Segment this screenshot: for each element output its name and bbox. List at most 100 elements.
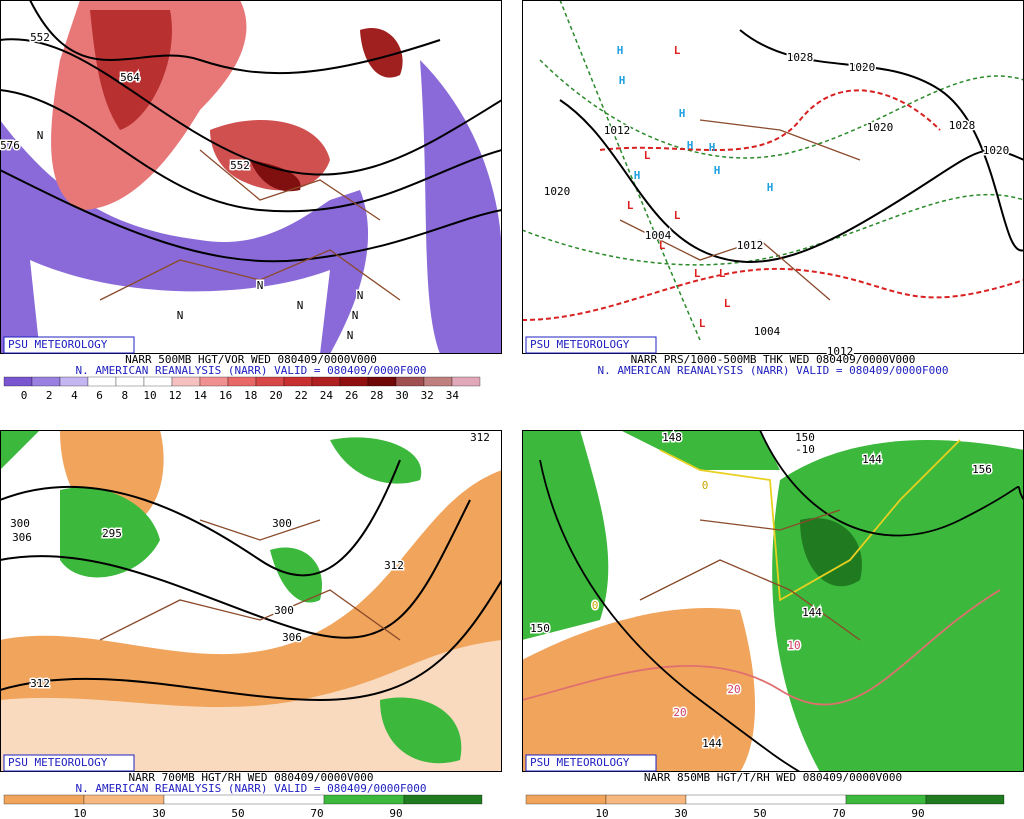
colorbar-segment (283, 376, 313, 387)
colorbar-label: 0 (21, 389, 28, 402)
colorbar-label: 20 (269, 389, 282, 402)
map-500mb (0, 0, 502, 354)
contour-label: 552 (30, 31, 50, 44)
contour-label: 576 (0, 139, 20, 152)
colorbar-label: 50 (753, 807, 766, 819)
credit: PSU METEOROLOGY (8, 756, 108, 769)
contour-label: 144 (702, 737, 722, 750)
colorbar-label: 32 (421, 389, 434, 402)
credit: PSU METEOROLOGY (530, 338, 630, 351)
contour-label: 144 (802, 606, 822, 619)
colorbar-label: 30 (674, 807, 687, 819)
pressure-center: L (659, 239, 666, 252)
pressure-center: H (714, 164, 721, 177)
colorbar-segment (323, 794, 405, 805)
colorbar-segment (59, 376, 89, 387)
panel-title: NARR 500MB HGT/VOR WED 080409/0000V000 (125, 353, 377, 366)
colorbar-label: 50 (231, 807, 244, 819)
contour-label: 20 (673, 706, 686, 719)
contour-label: N (37, 129, 44, 142)
contour-label: 295 (102, 527, 122, 540)
colorbar-label: 10 (73, 807, 86, 819)
contour-label: 300 (272, 517, 292, 530)
contour-label: N (257, 279, 264, 292)
contour-label: -10 (795, 443, 815, 456)
credit: PSU METEOROLOGY (8, 338, 108, 351)
panel-subtitle: N. AMERICAN REANALYSIS (NARR) VALID = 08… (598, 364, 949, 377)
pressure-center: H (619, 74, 626, 87)
pressure-center: L (719, 267, 726, 280)
contour-label: 312 (470, 431, 490, 444)
colorbar-segment (451, 376, 481, 387)
contour-label: 150 (795, 431, 815, 444)
colorbar-label: 34 (446, 389, 460, 402)
colorbar-label: 2 (46, 389, 53, 402)
colorbar-segment (115, 376, 145, 387)
contour-label: 552 (230, 159, 250, 172)
colorbar-segment (3, 794, 85, 805)
colorbar-segment (171, 376, 201, 387)
contour-label: 156 (972, 463, 992, 476)
contour-label: 1012 (737, 239, 764, 252)
map-700mb (0, 430, 502, 772)
colorbar-segment (311, 376, 341, 387)
pressure-center: H (767, 181, 774, 194)
colorbar-label: 26 (345, 389, 358, 402)
contour-label: 1004 (754, 325, 781, 338)
pressure-center: H (679, 107, 686, 120)
colorbar-segment (845, 794, 927, 805)
colorbar-label: 6 (96, 389, 103, 402)
contour-label: 1028 (787, 51, 814, 64)
contour-label: 1028 (949, 119, 976, 132)
colorbar-label: 28 (370, 389, 383, 402)
contour-label: N (357, 289, 364, 302)
pressure-center: L (724, 297, 731, 310)
contour-label: 0 (592, 599, 599, 612)
pressure-center: H (634, 169, 641, 182)
colorbar-segment (255, 376, 285, 387)
colorbar-label: 4 (71, 389, 78, 402)
contour-label: 312 (30, 677, 50, 690)
colorbar-segment (199, 376, 229, 387)
colorbar-label: 16 (219, 389, 232, 402)
colorbar-segment (143, 376, 173, 387)
colorbar-segment (605, 794, 687, 805)
pressure-center: L (674, 209, 681, 222)
pressure-center: L (674, 44, 681, 57)
credit-box (3, 336, 135, 354)
colorbar-label: 70 (310, 807, 323, 819)
colorbar-label: 90 (389, 807, 402, 819)
contour-label: 0 (702, 479, 709, 492)
credit-box (525, 754, 657, 772)
pressure-center: H (709, 141, 716, 154)
colorbar-label: 8 (121, 389, 128, 402)
contour-label: 20 (727, 683, 740, 696)
colorbar-segment (403, 794, 483, 805)
contour-label: N (347, 329, 354, 342)
colorbar-label: 10 (595, 807, 608, 819)
panel-title: NARR 850MB HGT/T/RH WED 080409/0000V000 (644, 771, 902, 784)
colorbar-segment (163, 794, 325, 805)
contour-label: 1020 (849, 61, 876, 74)
colorbar-segment (227, 376, 257, 387)
map-pressure (522, 0, 1024, 354)
contour-label: 10 (787, 639, 800, 652)
panel-subtitle: N. AMERICAN REANALYSIS (NARR) VALID = 08… (76, 364, 427, 377)
contour-label: 564 (120, 71, 140, 84)
colorbar-segment (525, 794, 607, 805)
contour-label: 1020 (867, 121, 894, 134)
colorbar-segment (423, 376, 453, 387)
colorbar-label: 22 (295, 389, 308, 402)
contour-label: 306 (12, 531, 32, 544)
colorbar-label: 12 (169, 389, 182, 402)
contour-label: 144 (862, 453, 882, 466)
contour-label: 1020 (983, 144, 1010, 157)
colorbar-segment (367, 376, 397, 387)
colorbar-segment (87, 376, 117, 387)
credit-box (525, 336, 657, 354)
contour-label: N (177, 309, 184, 322)
contour-label: 148 (662, 431, 682, 444)
panel-title: NARR 700MB HGT/RH WED 080409/0000V000 (128, 771, 373, 784)
colorbar-segment (339, 376, 369, 387)
